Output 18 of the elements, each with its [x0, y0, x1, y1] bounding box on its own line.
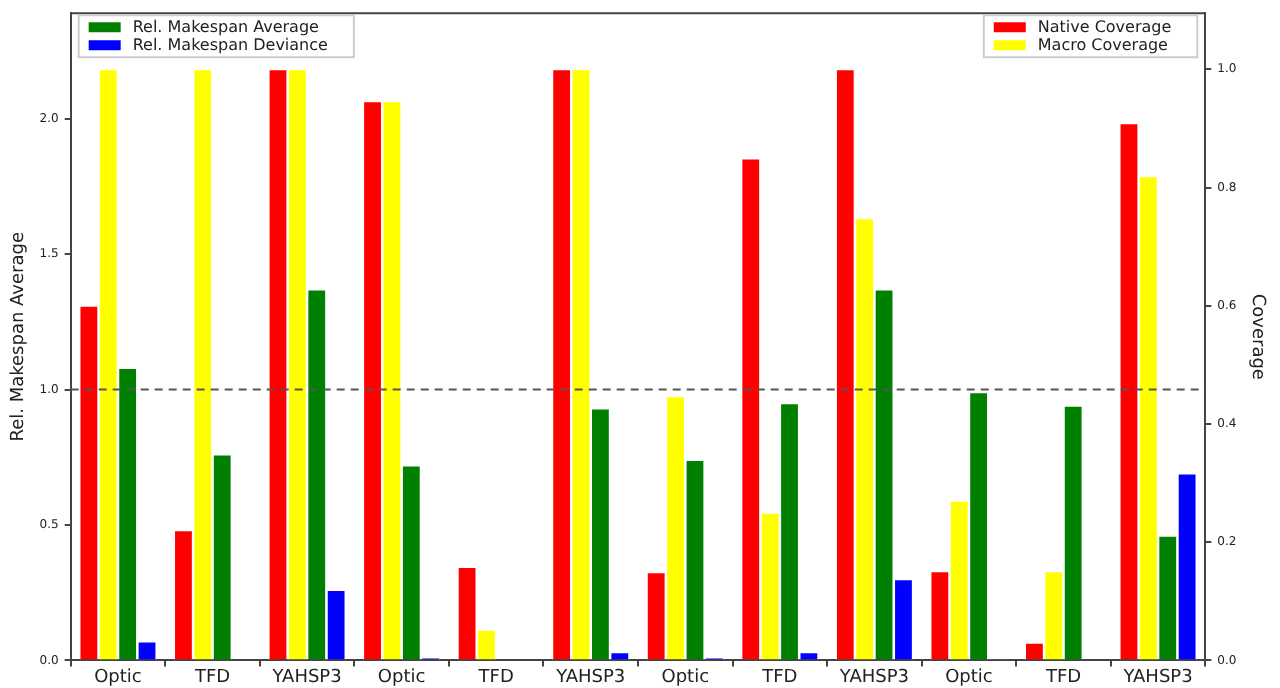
x-tick-label: TFD: [192, 667, 231, 688]
x-tick-label: Optic: [94, 667, 142, 688]
x-tick-label: YAHSP3: [270, 667, 342, 688]
legend-label: Rel. Makespan Deviance: [132, 36, 329, 55]
legend-label: Rel. Makespan Average: [132, 18, 320, 37]
x-tick-label: Optic: [377, 667, 426, 688]
y2-axis-title: Coverage: [1246, 293, 1267, 381]
x-tick-label: YAHSP3: [1121, 667, 1193, 688]
x-tick-label: YAHSP3: [554, 667, 626, 688]
x-tick-label: TFD: [476, 667, 514, 688]
legend-label: Native Coverage: [1037, 18, 1172, 37]
legend-label: Macro Coverage: [1037, 36, 1169, 55]
x-tick-label: Optic: [661, 667, 710, 688]
x-tick-label: TFD: [1043, 667, 1082, 688]
y-axis-title: Rel. Makespan Average: [9, 231, 30, 442]
x-tick-label: TFD: [760, 667, 798, 688]
x-tick-label: YAHSP3: [837, 667, 909, 688]
x-tick-label: Optic: [945, 667, 993, 688]
